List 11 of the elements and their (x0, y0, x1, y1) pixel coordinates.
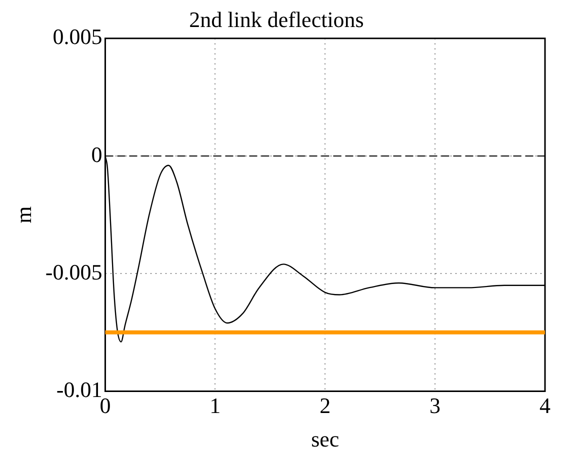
chart-title: 2nd link deflections (189, 6, 364, 32)
x-tick-label: 4 (540, 393, 550, 418)
y-tick-label: -0.005 (45, 259, 102, 284)
x-tick-label: 2 (320, 393, 331, 418)
x-tick-label: 1 (210, 393, 221, 418)
y-tick-label: -0.01 (56, 376, 102, 402)
x-tick-label: 3 (430, 393, 441, 418)
y-tick-label: 0.005 (52, 24, 102, 50)
x-axis-title: sec (311, 426, 340, 452)
y-axis-title: m (10, 206, 36, 224)
y-tick-label: 0 (91, 142, 102, 167)
